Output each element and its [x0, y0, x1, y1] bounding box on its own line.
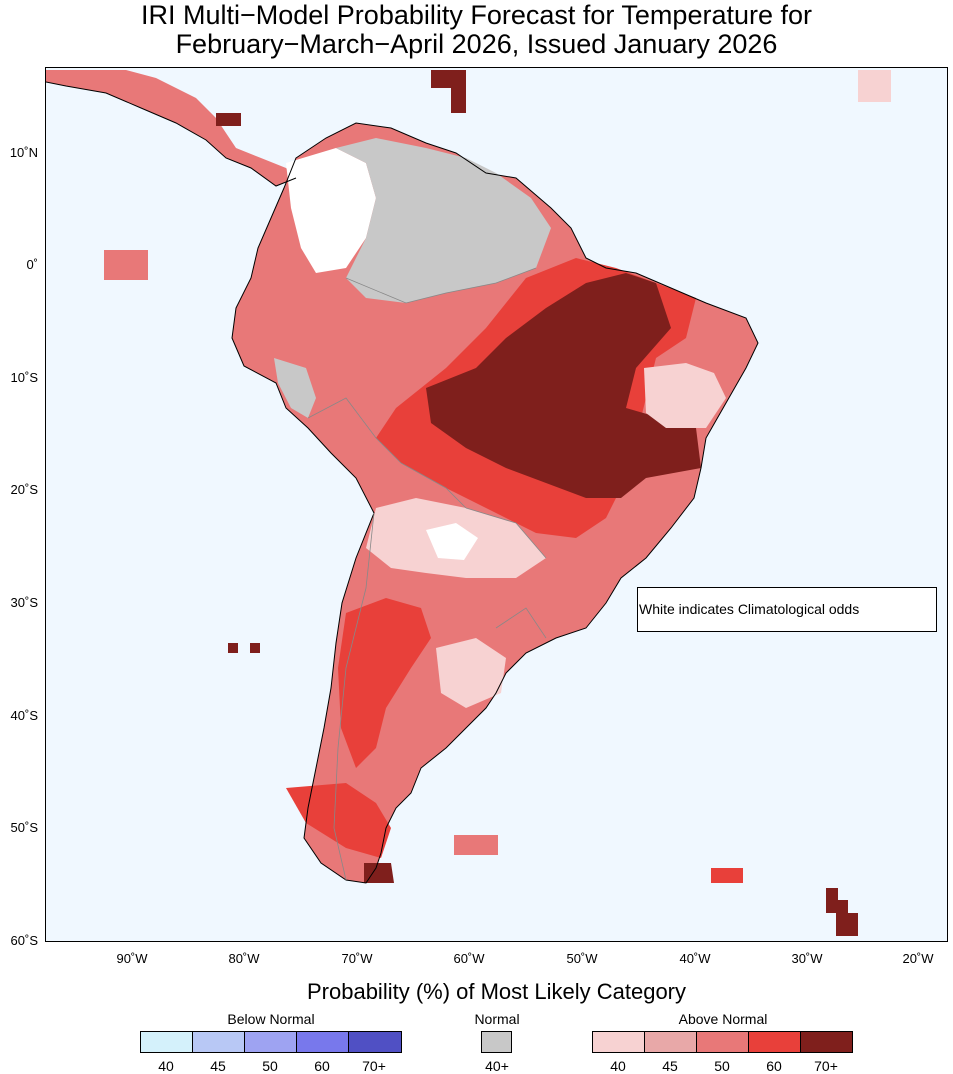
above-40-northeast-brazil — [644, 363, 726, 428]
lon-label-60w: 60˚W — [453, 951, 485, 966]
swatch-above-40 — [592, 1031, 645, 1053]
lon-label-20w: 20˚W — [902, 951, 934, 966]
swatch-above-50 — [696, 1031, 749, 1053]
legend-below-normal-label: Below Normal — [227, 1011, 315, 1027]
swatch-label-below-60: 60 — [314, 1058, 330, 1074]
above-70-brazil-core — [426, 273, 701, 498]
normal-gray-peru — [274, 358, 316, 418]
swatch-label-above-50: 50 — [714, 1058, 730, 1074]
above-40-east-atlantic — [858, 70, 891, 102]
coastline-central-america — [46, 81, 297, 187]
lat-label-10s: 10˚S — [10, 370, 38, 385]
lat-label-40s: 40˚S — [10, 708, 38, 723]
lat-label-50s: 50˚S — [10, 820, 38, 835]
country-borders — [307, 267, 547, 881]
lon-label-50w: 50˚W — [566, 951, 598, 966]
galapagos — [104, 250, 148, 280]
lon-label-40w: 40˚W — [679, 951, 711, 966]
above-70-pacific-islands — [228, 643, 260, 653]
border-uruguay — [495, 607, 547, 639]
swatch-below-40 — [140, 1031, 193, 1053]
swatch-label-above-60: 60 — [766, 1058, 782, 1074]
above-60-patagonia — [286, 783, 391, 858]
lon-label-70w: 70˚W — [341, 951, 373, 966]
coastlines — [46, 81, 759, 884]
above-70-south-atlantic — [826, 888, 858, 936]
border-bolivia-brazil — [400, 462, 467, 509]
climatology-white-north — [286, 148, 376, 273]
legend-title: Probability (%) of Most Likely Category — [306, 979, 687, 1004]
swatch-above-70 — [800, 1031, 853, 1053]
swatch-label-normal-40: 40+ — [485, 1058, 509, 1074]
swatch-label-below-40: 40 — [158, 1058, 174, 1074]
legend-normal-label: Normal — [474, 1011, 520, 1027]
border-amazon-north — [345, 267, 537, 304]
swatch-above-60 — [748, 1031, 801, 1053]
legend-above-normal-label: Above Normal — [678, 1011, 768, 1027]
forecast-map-canvas — [46, 70, 891, 936]
south-georgia — [711, 868, 743, 883]
border-paraguay — [465, 507, 547, 559]
swatch-normal-40 — [481, 1031, 512, 1053]
lat-label-10n: 10˚N — [9, 145, 38, 160]
lat-label-60s: 60˚S — [10, 933, 38, 948]
border-peru-bolivia — [307, 397, 402, 464]
swatch-label-above-45: 45 — [662, 1058, 678, 1074]
above-70-honduras — [216, 113, 241, 126]
climatology-white-paraguay — [426, 523, 478, 560]
border-chile-argentina — [333, 512, 375, 881]
map-title-line2: February−March−April 2026, Issued Januar… — [175, 29, 778, 59]
swatch-label-below-50: 50 — [262, 1058, 278, 1074]
forecast-map — [45, 67, 948, 942]
lat-label-0: 0˚ — [26, 257, 38, 272]
swatch-below-45 — [192, 1031, 245, 1053]
swatch-label-above-70: 70+ — [814, 1058, 838, 1074]
swatch-below-70 — [348, 1031, 402, 1053]
coastline-south-america — [231, 122, 759, 884]
central-america-land — [46, 70, 296, 186]
above-40-pampas — [436, 638, 506, 708]
above-70-tierra-del-fuego — [364, 863, 394, 883]
swatch-label-below-70: 70+ — [362, 1058, 386, 1074]
falkland-islands — [454, 835, 498, 855]
forecast-patches — [216, 70, 891, 936]
above-70-caribbean — [431, 70, 466, 113]
map-title-line1: IRI Multi−Model Probability Forecast for… — [140, 0, 813, 30]
lon-label-90w: 90˚W — [116, 951, 148, 966]
climatology-note: White indicates Climatological odds — [637, 587, 937, 632]
swatch-below-60 — [296, 1031, 349, 1053]
lon-label-80w: 80˚W — [228, 951, 260, 966]
swatch-label-above-40: 40 — [610, 1058, 626, 1074]
swatch-above-45 — [644, 1031, 697, 1053]
normal-gray-north — [336, 138, 551, 303]
lon-label-30w: 30˚W — [791, 951, 823, 966]
lat-label-30s: 30˚S — [10, 595, 38, 610]
lat-label-20s: 20˚S — [10, 482, 38, 497]
swatch-below-50 — [244, 1031, 297, 1053]
swatch-label-below-45: 45 — [210, 1058, 226, 1074]
above-60-argentina — [338, 598, 431, 768]
